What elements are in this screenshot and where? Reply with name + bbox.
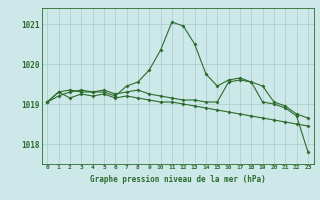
X-axis label: Graphe pression niveau de la mer (hPa): Graphe pression niveau de la mer (hPa) (90, 175, 266, 184)
